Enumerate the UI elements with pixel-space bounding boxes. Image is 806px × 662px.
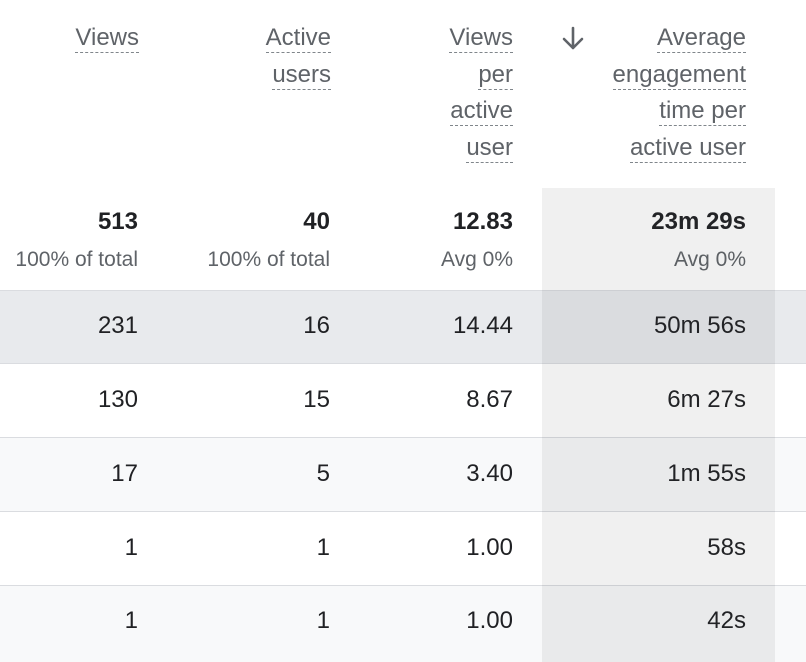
- cell-avg-engagement: 42s: [707, 607, 746, 634]
- cell-views-per-user: 3.40: [466, 460, 513, 487]
- table-row[interactable]: 231 16 14.44 50m 56s: [0, 290, 806, 364]
- table-row[interactable]: 1 1 1.00 42s: [0, 585, 806, 662]
- cell-active-users: 15: [303, 386, 330, 413]
- total-views-per-user: 12.83: [452, 208, 513, 235]
- total-avg-engagement: 23m 29s: [651, 208, 746, 235]
- cell-views: 1: [124, 534, 138, 561]
- cell-active-users: 1: [316, 607, 330, 634]
- column-header-views[interactable]: Views: [75, 24, 139, 53]
- table-row[interactable]: 17 5 3.40 1m 55s: [0, 437, 806, 512]
- column-header-views-per-active-user[interactable]: Views per active user: [449, 24, 513, 163]
- total-active-users-share: 100% of total: [207, 248, 330, 271]
- cell-views: 1: [124, 607, 138, 634]
- cell-avg-engagement: 58s: [707, 534, 746, 561]
- total-views-per-user-avg: Avg 0%: [441, 248, 513, 271]
- total-views-share: 100% of total: [15, 248, 138, 271]
- table-row[interactable]: 1 1 1.00 58s: [0, 511, 806, 586]
- column-header-active-users[interactable]: Active users: [265, 24, 331, 90]
- cell-views-per-user: 1.00: [466, 607, 513, 634]
- arrow-down-icon[interactable]: [560, 25, 586, 53]
- table-header: Views Active users Views per active user…: [0, 0, 806, 188]
- cell-active-users: 5: [316, 460, 330, 487]
- total-avg-engagement-avg: Avg 0%: [674, 248, 746, 271]
- cell-views-per-user: 8.67: [466, 386, 513, 413]
- cell-avg-engagement: 6m 27s: [667, 386, 746, 413]
- cell-active-users: 16: [303, 312, 330, 339]
- cell-views: 231: [97, 312, 138, 339]
- cell-avg-engagement: 50m 56s: [653, 312, 746, 339]
- column-header-average-engagement-time[interactable]: Average engagement time per active user: [612, 24, 746, 163]
- cell-active-users: 1: [316, 534, 330, 561]
- total-views: 513: [97, 208, 138, 235]
- table-row[interactable]: 130 15 8.67 6m 27s: [0, 363, 806, 438]
- cell-views: 130: [97, 386, 138, 413]
- cell-avg-engagement: 1m 55s: [667, 460, 746, 487]
- cell-views-per-user: 14.44: [452, 312, 513, 339]
- totals-row: 513 100% of total 40 100% of total 12.83…: [0, 188, 806, 290]
- cell-views: 17: [111, 460, 138, 487]
- total-active-users: 40: [303, 208, 330, 235]
- cell-views-per-user: 1.00: [466, 534, 513, 561]
